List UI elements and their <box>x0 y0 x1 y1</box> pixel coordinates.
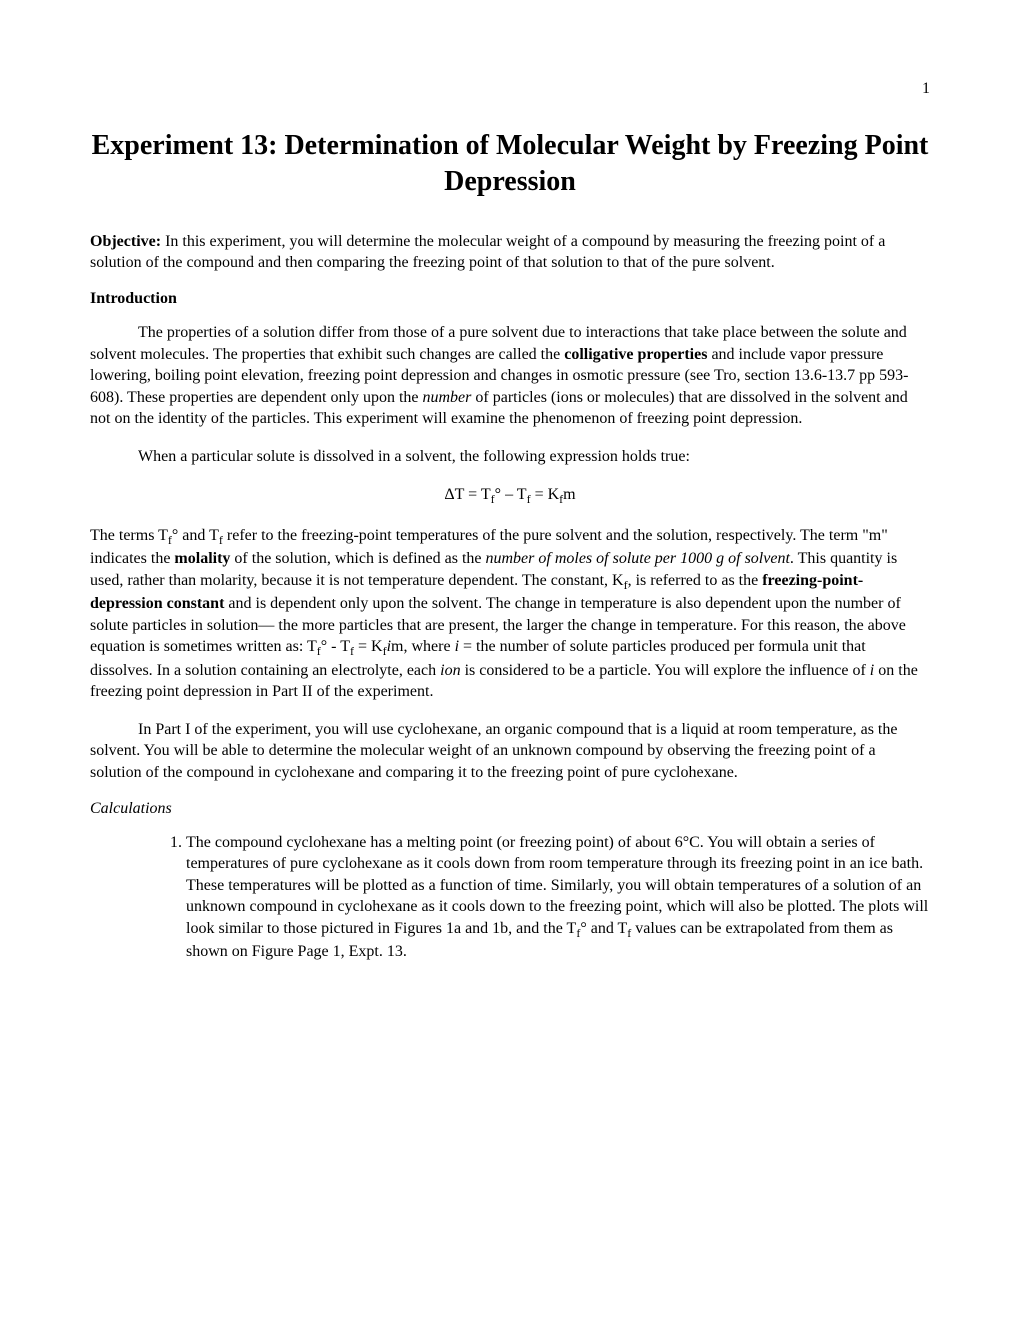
text-run: is considered to be a particle. You will… <box>461 662 870 679</box>
text-run: of the solution, which is defined as the <box>230 550 485 567</box>
eq-text: = K <box>531 486 560 503</box>
term-number: number <box>423 389 472 406</box>
text-run: ° and T <box>580 920 627 937</box>
eq-text: ° – T <box>495 486 527 503</box>
text-run: The terms T <box>90 527 168 544</box>
term-ion: ion <box>440 662 460 679</box>
list-item: The compound cyclohexane has a melting p… <box>186 832 930 963</box>
text-run: = K <box>354 638 383 655</box>
page-number: 1 <box>90 80 930 98</box>
introduction-paragraph-1: The properties of a solution differ from… <box>90 322 930 430</box>
text-run: , is referred to as the <box>628 572 763 589</box>
introduction-paragraph-2: When a particular solute is dissolved in… <box>90 446 930 468</box>
eq-text: ΔT = T <box>444 486 490 503</box>
calculations-list: The compound cyclohexane has a melting p… <box>138 832 930 963</box>
objective-paragraph: Objective: In this experiment, you will … <box>90 231 930 274</box>
eq-text: m <box>563 486 575 503</box>
objective-label: Objective: <box>90 233 161 250</box>
text-run: ° and T <box>172 527 219 544</box>
objective-text: In this experiment, you will determine t… <box>90 233 885 272</box>
text-run: ° - T <box>321 638 350 655</box>
term-molality: molality <box>174 550 230 567</box>
introduction-heading: Introduction <box>90 290 930 308</box>
introduction-paragraph-3: The terms Tf° and Tf refer to the freezi… <box>90 525 930 703</box>
calculations-heading: Calculations <box>90 800 930 818</box>
page-title: Experiment 13: Determination of Molecula… <box>90 128 930 201</box>
freezing-point-equation: ΔT = Tf° – Tf = Kfm <box>90 486 930 507</box>
term-colligative: colligative properties <box>564 346 707 363</box>
text-run: m, where <box>391 638 455 655</box>
introduction-paragraph-4: In Part I of the experiment, you will us… <box>90 719 930 784</box>
term-molality-def: number of moles of solute per 1000 g of … <box>485 550 789 567</box>
